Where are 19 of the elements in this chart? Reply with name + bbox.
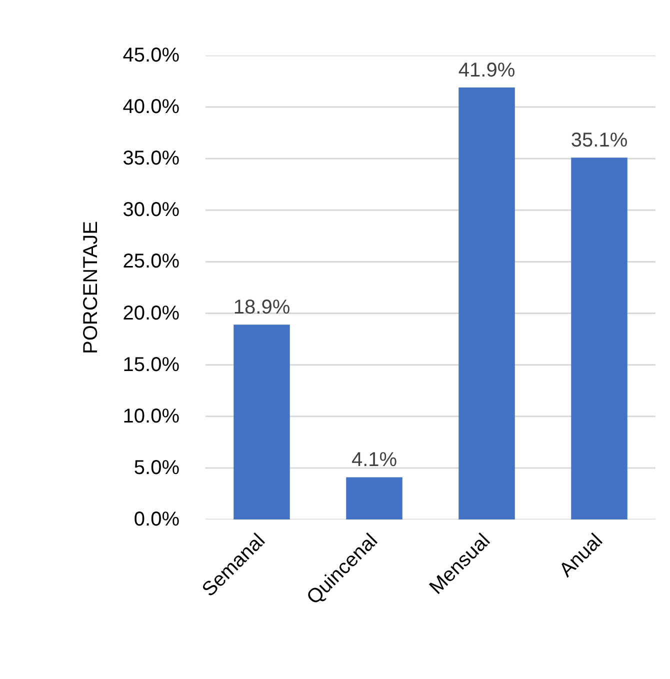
y-tick-label: 20.0% [122, 302, 180, 324]
y-tick-label: 45.0% [122, 44, 180, 66]
y-tick-label: 25.0% [122, 250, 180, 273]
data-label: 4.1% [351, 449, 398, 472]
bar [571, 158, 628, 520]
data-label: 35.1% [570, 130, 628, 152]
bar [346, 477, 402, 520]
y-tick-label: 5.0% [134, 456, 180, 479]
y-tick-label: 30.0% [122, 199, 180, 222]
bar [458, 87, 515, 520]
y-tick-label: 0.0% [134, 508, 180, 530]
y-axis-title: PORCENTAJE [80, 221, 102, 354]
y-tick-label: 10.0% [122, 405, 180, 428]
data-label: 18.9% [233, 296, 290, 319]
data-label: 41.9% [458, 59, 516, 82]
y-tick-label: 40.0% [122, 96, 180, 118]
y-tick-label: 15.0% [122, 354, 180, 376]
bar [234, 324, 290, 520]
y-tick-label: 35.0% [122, 148, 180, 170]
